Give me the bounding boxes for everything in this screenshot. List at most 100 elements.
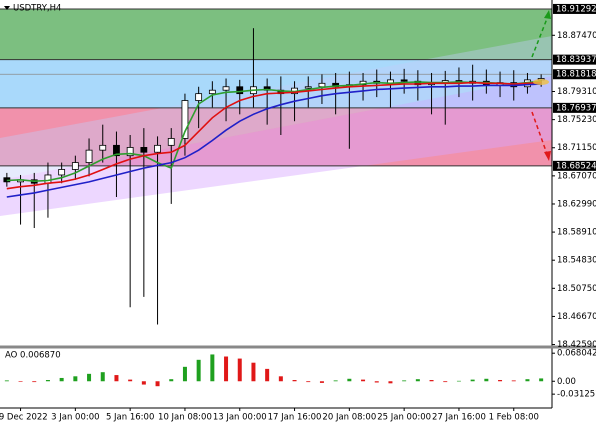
y-tick-label: 18.54830 bbox=[557, 256, 596, 266]
up-arrow-head bbox=[544, 10, 551, 19]
moving-average bbox=[6, 81, 542, 190]
down-arrow-head bbox=[544, 151, 551, 161]
y-tick-label: 18.71150 bbox=[557, 143, 596, 153]
bar bbox=[347, 378, 352, 382]
bar bbox=[237, 358, 242, 382]
forecast-arrows bbox=[531, 10, 551, 161]
bar bbox=[182, 366, 187, 382]
bar bbox=[292, 380, 297, 382]
y-tick-label: 18.62990 bbox=[557, 199, 596, 209]
bar bbox=[265, 368, 270, 382]
bar bbox=[539, 378, 544, 382]
candle-body bbox=[44, 174, 52, 184]
y-tick-label: 18.87470 bbox=[557, 31, 596, 41]
bar bbox=[306, 381, 311, 383]
x-tick-label: 1 Feb 08:00 bbox=[489, 413, 539, 423]
bar bbox=[210, 354, 215, 382]
bar bbox=[498, 380, 503, 382]
level-label-box bbox=[553, 160, 596, 171]
bar bbox=[169, 379, 174, 382]
y-tick-label: -0.031257 bbox=[557, 390, 596, 400]
ao-title: AO 0.006870 bbox=[5, 351, 61, 361]
candle-body bbox=[167, 138, 175, 146]
bar bbox=[388, 381, 393, 384]
candle-body bbox=[318, 82, 326, 88]
level-label: 18.91292 bbox=[556, 4, 596, 14]
candle-body bbox=[304, 86, 312, 89]
chart-title: USDTRY,H4 bbox=[13, 4, 61, 14]
x-tick-label: 10 Jan 08:00 bbox=[158, 413, 212, 423]
candle-body bbox=[181, 100, 189, 139]
bar bbox=[18, 381, 23, 382]
price-plot bbox=[0, 8, 552, 325]
bar bbox=[251, 362, 256, 382]
moving-average bbox=[6, 80, 542, 183]
y-tick-label: 18.42590 bbox=[557, 340, 596, 350]
candle-body bbox=[85, 149, 93, 163]
candle-body bbox=[208, 89, 216, 95]
candle-body bbox=[58, 169, 66, 176]
y-tick-label: 18.58910 bbox=[557, 228, 596, 238]
bar bbox=[456, 380, 461, 382]
candle-body bbox=[126, 147, 134, 157]
candle-body bbox=[113, 144, 120, 157]
candle-body bbox=[140, 147, 148, 153]
bar bbox=[32, 381, 37, 383]
bar bbox=[470, 379, 475, 382]
zone bbox=[0, 8, 552, 60]
x-tick-label: 20 Jan 08:00 bbox=[322, 413, 376, 423]
x-tick-label: 27 Jan 16:00 bbox=[432, 413, 486, 423]
bar bbox=[402, 380, 407, 382]
bar bbox=[73, 376, 78, 382]
level-label: 18.83937 bbox=[556, 55, 596, 65]
channel-lower bbox=[0, 76, 552, 216]
bar bbox=[443, 381, 448, 383]
bar bbox=[429, 380, 434, 382]
bar bbox=[155, 381, 160, 387]
bar bbox=[45, 380, 50, 382]
x-tick-label: 5 Jan 16:00 bbox=[106, 413, 154, 423]
y-tick-label: 18.75230 bbox=[557, 115, 596, 125]
x-tick-label: 25 Jan 00:00 bbox=[377, 413, 431, 423]
x-tick-label: 29 Dec 2022 bbox=[0, 413, 48, 423]
bar bbox=[87, 373, 92, 382]
candle-body bbox=[195, 93, 203, 101]
y-tick-label: 0.068042 bbox=[557, 349, 596, 359]
candle-body bbox=[400, 79, 408, 82]
bar bbox=[128, 379, 133, 382]
y-tick-label: 18.50750 bbox=[557, 284, 596, 294]
bar bbox=[525, 379, 530, 382]
last-price-box bbox=[553, 69, 596, 80]
x-tick-label: 3 Jan 00:00 bbox=[51, 413, 99, 423]
y-tick-label: 18.46670 bbox=[557, 312, 596, 322]
last-price-label: 18.81818 bbox=[556, 70, 596, 80]
title-icon bbox=[4, 6, 10, 10]
level-label-box bbox=[553, 54, 596, 65]
bar bbox=[484, 378, 489, 382]
bar bbox=[100, 372, 105, 382]
candle-body bbox=[236, 86, 244, 95]
bar bbox=[319, 381, 324, 383]
candle-body bbox=[71, 162, 79, 170]
bar bbox=[114, 375, 119, 382]
bar bbox=[415, 379, 420, 382]
candle-body bbox=[154, 144, 161, 153]
candle-body bbox=[99, 144, 107, 151]
bar bbox=[196, 359, 201, 382]
x-tick-label: 17 Jan 16:00 bbox=[268, 413, 322, 423]
level-label-box bbox=[553, 3, 596, 14]
bar bbox=[374, 381, 379, 383]
bar bbox=[141, 381, 146, 385]
ao-plot bbox=[4, 354, 544, 387]
y-tick-label: 0.00 bbox=[557, 377, 576, 387]
bar bbox=[278, 376, 283, 382]
down-arrow bbox=[531, 111, 548, 155]
bar bbox=[224, 356, 229, 382]
bar bbox=[511, 380, 516, 382]
bar bbox=[59, 377, 64, 382]
level-label-box bbox=[553, 102, 596, 113]
candle-body bbox=[222, 86, 230, 91]
up-arrow bbox=[531, 15, 549, 58]
bar bbox=[333, 380, 338, 382]
